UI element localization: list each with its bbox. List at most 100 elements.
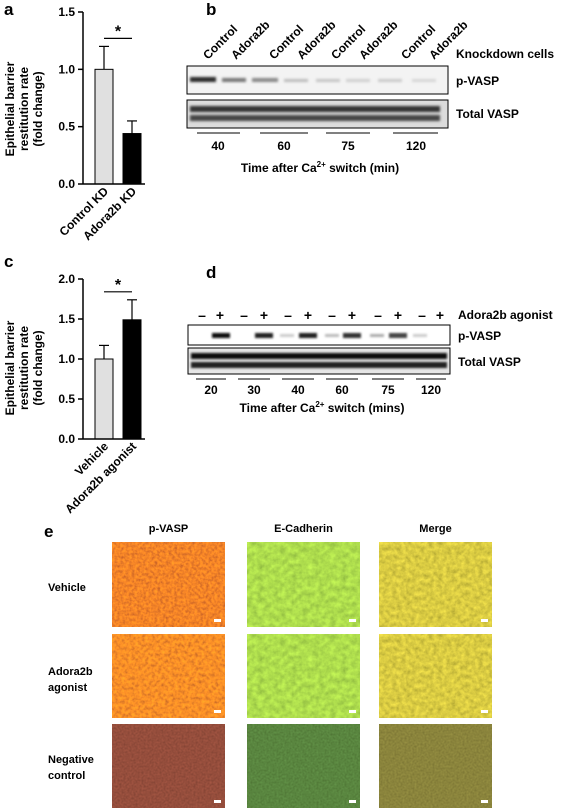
blot-d-xlabel-post: switch (mins) — [324, 401, 404, 415]
blot-d-xlabel-pre: Time after Ca — [240, 401, 316, 415]
blot-d-lane-sign: – — [328, 307, 336, 323]
blot-band — [252, 78, 278, 82]
scale-bar — [481, 710, 488, 713]
blot-b-lane-label: Adora2b — [356, 18, 400, 62]
y-tick-label: 0.5 — [58, 120, 75, 134]
blot-d-lane-sign: + — [216, 307, 224, 323]
blot-band — [222, 78, 246, 82]
blot-b-timepoint: 75 — [341, 139, 355, 153]
blot-d-pvasp-strip — [187, 324, 451, 346]
panel-letter-e: e — [44, 522, 54, 541]
chart-c-ylabel-line2: restitution rate — [17, 326, 31, 411]
micro-col-header-pvasp: p-VASP — [148, 523, 189, 535]
blot-d-lane-sign: + — [436, 307, 444, 323]
micrograph-vehicle-merge — [379, 542, 492, 627]
scale-bar — [214, 800, 221, 803]
micrograph-negative-pvasp — [112, 724, 225, 808]
scale-bar — [214, 710, 221, 713]
micro-row-label-vehicle-line1: Vehicle — [48, 582, 86, 594]
blot-b-total-strip — [186, 99, 449, 129]
blot-band — [378, 79, 402, 82]
blot-band — [370, 334, 384, 337]
micrograph-vehicle-pvasp — [112, 542, 225, 627]
y-tick-label: 2.0 — [58, 272, 75, 286]
blot-d-timepoint: 75 — [381, 383, 395, 397]
scale-bar — [481, 619, 488, 622]
blot-band — [284, 79, 308, 82]
blot-d-lane-sign: – — [198, 307, 206, 323]
micro-row-label-negative: Negative control — [48, 752, 94, 784]
blot-band — [299, 333, 317, 338]
blot-band — [191, 353, 447, 359]
chart-a-ylabel-line1: Epithelial barrier — [3, 61, 17, 157]
blot-d-timepoint: 60 — [335, 383, 349, 397]
micrograph-agonist-ecadherin — [247, 634, 360, 718]
significance-star: * — [115, 23, 122, 40]
blot-d-xlabel: Time after Ca2+ switch (mins) — [240, 400, 405, 415]
blot-b-timepoint: 60 — [277, 139, 291, 153]
blot-d-row-pvasp: p-VASP — [458, 329, 501, 343]
micro-row-label-vehicle: Vehicle — [48, 582, 86, 594]
scale-bar — [481, 800, 488, 803]
significance-star: * — [115, 277, 122, 294]
blot-b-xlabel-sup: 2+ — [317, 160, 326, 169]
blot-d-lane-sign: – — [284, 307, 292, 323]
blot-d-timepoint: 120 — [421, 383, 441, 397]
blot-d: – + – + – + – + – + – + Adora2b agonist … — [187, 307, 553, 415]
blot-b-xlabel: Time after Ca2+ switch (min) — [241, 160, 399, 175]
y-tick-label: 1.0 — [58, 62, 75, 76]
blot-band — [412, 79, 436, 82]
blot-d-timepoint: 40 — [291, 383, 305, 397]
blot-b-lane-label: Adora2b — [228, 18, 272, 62]
micrograph-vehicle-ecadherin — [247, 542, 360, 627]
blot-b-xlabel-post: switch (min) — [326, 161, 399, 175]
blot-d-timepoint: 20 — [204, 383, 218, 397]
panel-letter-d: d — [206, 263, 217, 282]
blot-d-lane-sign: – — [240, 307, 248, 323]
micro-row-label-agonist: Adora2b agonist — [48, 664, 93, 696]
blot-b-row-total: Total VASP — [456, 107, 519, 121]
micro-col-header-ecadherin: E-Cadherin — [274, 523, 333, 535]
blot-d-row-total: Total VASP — [458, 355, 521, 369]
blot-d-lane-sign: + — [304, 307, 312, 323]
scale-bar — [349, 619, 356, 622]
micro-row-label-negative-line1: Negative — [48, 754, 94, 766]
blot-b-xlabel-pre: Time after Ca — [241, 161, 317, 175]
blot-band — [413, 334, 427, 337]
blot-band — [190, 77, 216, 82]
blot-b-header: Knockdown cells — [456, 47, 554, 61]
micro-row-label-agonist-line1: Adora2b — [48, 666, 93, 678]
blot-b-timepoint: 120 — [406, 139, 426, 153]
y-tick-label: 1.0 — [58, 352, 75, 366]
scale-bar — [349, 710, 356, 713]
y-tick-label: 1.5 — [58, 312, 75, 326]
blot-band — [346, 79, 370, 82]
blot-d-lane-sign: + — [260, 307, 268, 323]
chart-c-ylabel-line1: Epithelial barrier — [3, 320, 17, 416]
blot-b-row-pvasp: p-VASP — [456, 74, 499, 88]
y-tick-label: 0.0 — [58, 432, 75, 446]
y-tick-label: 0.0 — [58, 177, 75, 191]
chart-a-ylabel-line2: restitution rate — [17, 67, 31, 152]
scale-bar — [214, 619, 221, 622]
blot-band — [325, 334, 339, 337]
panel-letter-c: c — [4, 252, 14, 271]
blot-band — [280, 334, 294, 337]
micrograph-agonist-merge — [379, 634, 492, 718]
blot-d-lane-sign: – — [374, 307, 382, 323]
blot-band — [190, 115, 440, 121]
bar — [94, 358, 114, 440]
blot-d-lane-sign: – — [418, 307, 426, 323]
blot-band — [191, 362, 447, 368]
micro-row-label-agonist-line2: agonist — [48, 682, 88, 694]
chart-a-ylabel: Epithelial barrier restitution rate (fol… — [3, 39, 45, 179]
blot-band — [343, 333, 361, 338]
blot-d-xlabel-sup: 2+ — [315, 400, 324, 409]
panel-letter-b: b — [206, 0, 217, 19]
micrograph-negative-ecadherin — [247, 724, 360, 808]
blot-band — [212, 333, 230, 338]
blot-b-timepoint: 40 — [211, 139, 225, 153]
blot-band — [389, 333, 407, 338]
